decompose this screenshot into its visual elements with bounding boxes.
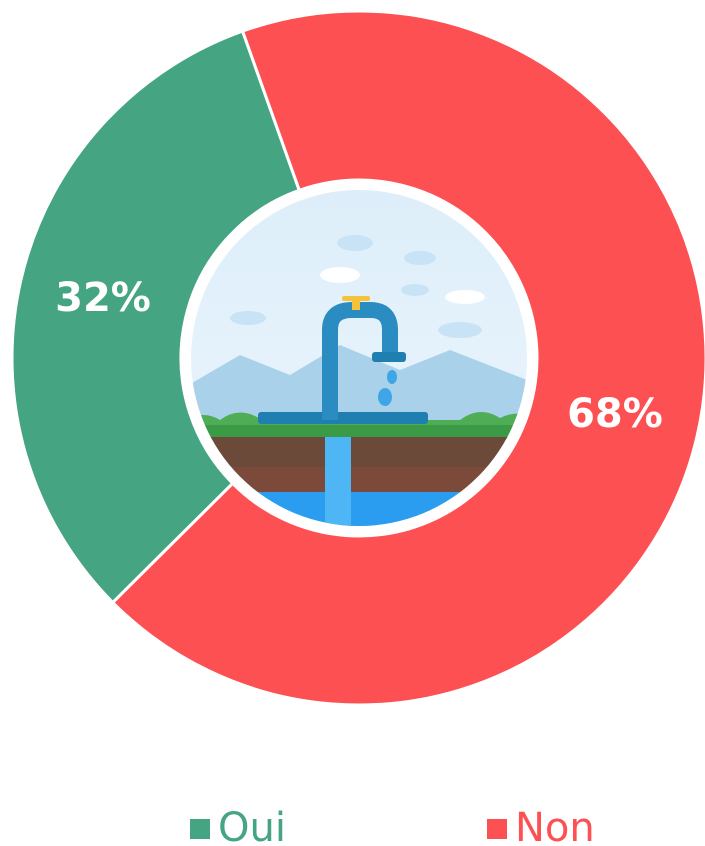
- legend-swatch: [190, 819, 210, 839]
- legend-label: Oui: [218, 805, 286, 846]
- chart: Oui Non 32% 68%: [0, 0, 705, 846]
- legend-swatch: [487, 819, 507, 839]
- value-label: 32%: [55, 275, 151, 321]
- legend-label: Non: [515, 805, 595, 846]
- legend: Oui Non: [190, 805, 595, 846]
- value-label: 68%: [567, 391, 663, 437]
